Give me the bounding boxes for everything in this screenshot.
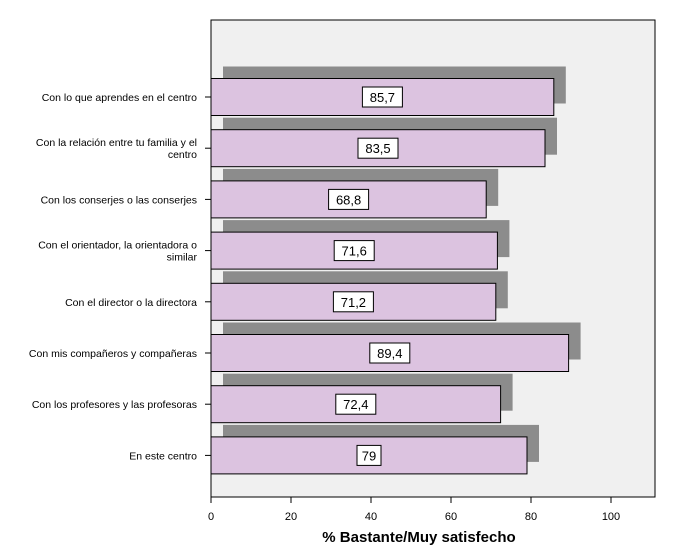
data-label-box (356, 444, 382, 466)
x-tick-label: 20 (285, 511, 297, 523)
x-tick-label: 40 (365, 511, 377, 523)
data-label: 83,5 (365, 141, 390, 156)
x-tick-label: 0 (208, 511, 214, 523)
data-label: 89,4 (377, 346, 402, 361)
category-label: Con el director o la directora (65, 297, 197, 309)
value-axis: 0 20 40 60 80 100 (208, 497, 620, 523)
category-label: Con los profesores y las profesoras (32, 399, 197, 411)
data-label: 71,2 (341, 295, 366, 310)
category-axis: Con lo que aprendes en el centro Con la r… (29, 92, 211, 462)
category-label: En este centro (129, 450, 197, 462)
data-labels: 85,7 83,5 68,8 71,6 71,2 89,4 72,4 79 (328, 86, 411, 466)
x-tick-label: 60 (445, 511, 457, 523)
data-label-box (333, 240, 375, 262)
data-label-box (335, 393, 377, 415)
category-label: Con mis compañeros y compañeras (29, 348, 197, 360)
data-label-box (332, 291, 374, 313)
category-label: Con el orientador, la orientadora o simil… (38, 240, 197, 264)
data-label-box (361, 86, 403, 108)
data-label: 85,7 (370, 90, 395, 105)
x-tick-label: 100 (602, 511, 620, 523)
bar (210, 129, 546, 168)
data-label-box (369, 342, 411, 364)
bar (210, 180, 487, 219)
data-label: 68,8 (336, 192, 361, 207)
x-tick-label: 80 (525, 511, 537, 523)
category-label: Con los conserjes o las conserjes (41, 194, 197, 206)
data-label: 72,4 (343, 397, 368, 412)
category-label: Con lo que aprendes en el centro (42, 92, 197, 104)
category-label: Con la relación entre tu familia y el cen… (36, 137, 197, 161)
data-label-box (357, 137, 399, 159)
x-axis-title: % Bastante/Muy satisfecho (322, 529, 515, 546)
data-label: 71,6 (342, 244, 367, 259)
data-label: 79 (362, 448, 376, 463)
data-label-box (328, 188, 370, 210)
